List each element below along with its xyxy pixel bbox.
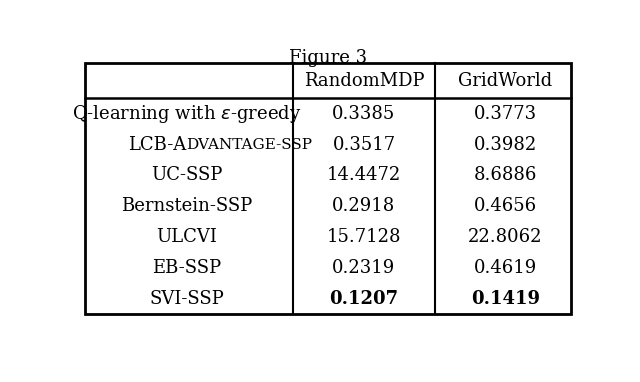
Text: DVANTAGE-SSP: DVANTAGE-SSP — [187, 138, 312, 152]
Text: SVI-SSP: SVI-SSP — [149, 290, 224, 308]
Text: 0.2918: 0.2918 — [332, 197, 396, 215]
Text: 0.1419: 0.1419 — [471, 290, 540, 308]
Text: 8.6886: 8.6886 — [474, 167, 537, 185]
Text: LCB-A: LCB-A — [129, 136, 187, 154]
Text: 0.3385: 0.3385 — [332, 105, 396, 123]
Text: EB-SSP: EB-SSP — [152, 259, 221, 277]
Text: 0.3773: 0.3773 — [474, 105, 537, 123]
Text: 0.2319: 0.2319 — [332, 259, 396, 277]
Text: 0.3517: 0.3517 — [332, 136, 396, 154]
Text: GridWorld: GridWorld — [458, 72, 552, 90]
Text: 0.3982: 0.3982 — [474, 136, 537, 154]
Text: Q-learning with $\epsilon$-greedy: Q-learning with $\epsilon$-greedy — [72, 103, 301, 125]
Text: 0.4619: 0.4619 — [474, 259, 537, 277]
Text: Figure 3: Figure 3 — [289, 49, 367, 67]
Text: UC-SSP: UC-SSP — [151, 167, 222, 185]
Text: RandomMDP: RandomMDP — [304, 72, 424, 90]
Bar — [85, 63, 571, 314]
Text: 15.7128: 15.7128 — [326, 228, 401, 246]
Text: Bernstein-SSP: Bernstein-SSP — [121, 197, 252, 215]
Text: 14.4472: 14.4472 — [327, 167, 401, 185]
Text: 0.4656: 0.4656 — [474, 197, 537, 215]
Text: 22.8062: 22.8062 — [468, 228, 543, 246]
Text: 0.1207: 0.1207 — [330, 290, 399, 308]
Text: ULCVI: ULCVI — [156, 228, 217, 246]
